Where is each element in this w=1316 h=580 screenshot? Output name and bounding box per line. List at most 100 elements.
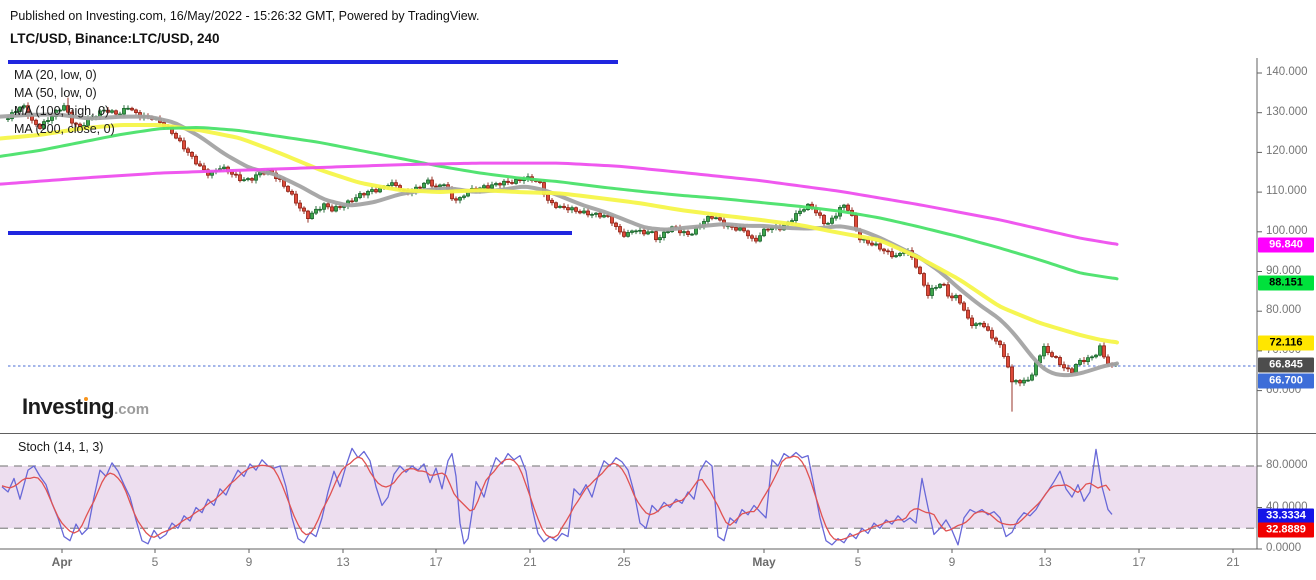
candle-body: [46, 120, 50, 123]
candle-body: [14, 111, 18, 114]
candle-body: [354, 197, 358, 202]
candle-body: [1058, 357, 1062, 366]
candle-body: [582, 210, 586, 214]
ma200_close-line: [0, 161, 1119, 246]
candle-body: [614, 222, 618, 227]
stoch-marker-badge: 32.8889: [1258, 522, 1314, 538]
candle-body: [238, 174, 242, 182]
price-marker-badge: 96.840: [1258, 237, 1314, 253]
candle-body: [974, 323, 978, 326]
candle-body: [826, 222, 830, 225]
candle-body: [666, 231, 670, 233]
time-axis-label: Apr: [51, 555, 73, 569]
candle-body: [586, 210, 590, 216]
ma50-label: MA (50, low, 0): [14, 86, 97, 100]
time-axis-label: 21: [1226, 555, 1240, 569]
candle-body: [874, 243, 878, 246]
candle-body: [358, 193, 362, 199]
instrument-title: LTC/USD, Binance:LTC/USD, 240: [10, 31, 220, 46]
candle-body: [22, 105, 26, 108]
candle-body: [790, 220, 794, 223]
candle-body: [1006, 356, 1010, 368]
candle-body: [714, 217, 718, 220]
candle-body: [1082, 359, 1086, 363]
candle-body: [646, 231, 650, 235]
candle-body: [250, 178, 254, 181]
logo-text: Investı ng: [22, 394, 115, 419]
candle-body: [1042, 346, 1046, 357]
candle-body: [514, 179, 518, 184]
candle-body: [706, 216, 710, 222]
candle-body: [574, 207, 578, 212]
candle-body: [422, 182, 426, 189]
candle-body: [374, 189, 378, 193]
candle-body: [1090, 356, 1094, 359]
candle-body: [618, 226, 622, 233]
candle-body: [802, 209, 806, 212]
candle-body: [314, 208, 318, 214]
candle-body: [622, 231, 626, 237]
candle-body: [194, 155, 198, 165]
candle-body: [418, 186, 422, 189]
candle-body: [898, 252, 902, 256]
logo-orange-dot-icon: [83, 397, 88, 401]
price-marker-badge: 72.116: [1258, 335, 1314, 351]
time-axis-label: 5: [854, 555, 862, 569]
candle-body: [362, 193, 366, 196]
candle-body: [950, 295, 954, 299]
time-axis-label: 21: [523, 555, 537, 569]
candle-body: [310, 212, 314, 220]
candle-body: [222, 166, 226, 170]
candle-body: [1030, 374, 1034, 381]
candle-body: [990, 329, 994, 339]
candle-body: [430, 179, 434, 187]
candle-body: [1098, 345, 1102, 356]
candle-body: [658, 237, 662, 241]
stoch-axis-label: 80.0000: [1266, 459, 1308, 471]
time-axis-label: 5: [151, 555, 159, 569]
candle-body: [122, 108, 126, 115]
candle-body: [502, 180, 506, 186]
candle-body: [602, 215, 606, 218]
candle-body: [546, 193, 550, 201]
candle-body: [930, 287, 934, 296]
candle-body: [110, 110, 114, 113]
candle-body: [934, 287, 938, 289]
candle-body: [114, 110, 118, 115]
candle-body: [686, 231, 690, 235]
candle-body: [634, 230, 638, 233]
candle-body: [186, 148, 190, 153]
candle-body: [818, 212, 822, 216]
candle-body: [294, 193, 298, 204]
candle-body: [710, 216, 714, 219]
candle-body: [442, 184, 446, 187]
candle-body: [58, 109, 62, 112]
candle-body: [438, 184, 442, 188]
candle-body: [130, 107, 134, 111]
candle-body: [318, 208, 322, 211]
candle-body: [918, 266, 922, 274]
candle-body: [986, 326, 990, 331]
candle-body: [842, 204, 846, 208]
candle-body: [978, 322, 982, 325]
time-axis-label: 17: [429, 555, 443, 569]
candle-body: [434, 185, 438, 188]
candle-body: [1014, 380, 1018, 383]
candle-body: [1002, 344, 1006, 357]
candle-body: [942, 283, 946, 286]
candle-body: [1102, 345, 1106, 358]
candle-body: [758, 235, 762, 242]
stoch-marker-badge: 33.3334: [1258, 508, 1314, 524]
price-axis-label: 110.000: [1266, 185, 1307, 198]
candle-body: [754, 237, 758, 242]
candle-body: [590, 213, 594, 216]
candle-body: [1074, 364, 1078, 374]
candle-body: [286, 185, 290, 192]
candle-body: [962, 302, 966, 311]
candle-body: [230, 171, 234, 175]
candle-body: [178, 137, 182, 142]
candle-body: [650, 231, 654, 233]
price-axis-label: 90.000: [1266, 264, 1302, 277]
